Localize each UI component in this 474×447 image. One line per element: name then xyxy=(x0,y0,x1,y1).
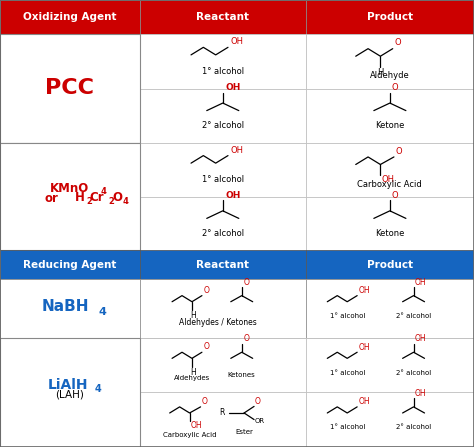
FancyBboxPatch shape xyxy=(0,143,140,197)
FancyBboxPatch shape xyxy=(140,0,306,34)
FancyBboxPatch shape xyxy=(140,89,306,143)
Text: Carboxylic Acid: Carboxylic Acid xyxy=(163,432,216,438)
FancyBboxPatch shape xyxy=(140,197,306,250)
Text: Ester: Ester xyxy=(235,429,253,434)
Text: 4: 4 xyxy=(123,197,129,207)
FancyBboxPatch shape xyxy=(306,143,474,197)
FancyBboxPatch shape xyxy=(140,250,306,279)
FancyBboxPatch shape xyxy=(0,34,140,89)
Text: O: O xyxy=(203,342,209,351)
FancyBboxPatch shape xyxy=(0,338,140,392)
FancyBboxPatch shape xyxy=(306,250,474,279)
Text: 2: 2 xyxy=(109,197,115,207)
Text: KMnO: KMnO xyxy=(50,182,90,195)
Text: OH: OH xyxy=(415,278,427,287)
Text: OH: OH xyxy=(191,422,203,430)
Text: 2° alcohol: 2° alcohol xyxy=(396,424,431,430)
FancyBboxPatch shape xyxy=(306,279,474,338)
Text: Aldehyde: Aldehyde xyxy=(370,72,410,80)
FancyBboxPatch shape xyxy=(306,0,474,34)
Text: 2° alcohol: 2° alcohol xyxy=(202,229,244,238)
FancyBboxPatch shape xyxy=(0,143,140,250)
Text: O: O xyxy=(243,278,249,287)
Text: PCC: PCC xyxy=(46,78,94,98)
FancyBboxPatch shape xyxy=(0,279,140,338)
Text: Reducing Agent: Reducing Agent xyxy=(23,260,117,270)
Text: OH: OH xyxy=(230,38,243,46)
Text: OH: OH xyxy=(358,397,370,406)
Text: Carboxylic Acid: Carboxylic Acid xyxy=(357,180,422,189)
FancyBboxPatch shape xyxy=(306,338,474,392)
Text: OH: OH xyxy=(358,286,370,295)
Text: Ketone: Ketone xyxy=(375,229,404,238)
FancyBboxPatch shape xyxy=(0,338,140,447)
Text: Ketone: Ketone xyxy=(375,121,404,131)
Text: Product: Product xyxy=(367,260,413,270)
Text: O: O xyxy=(202,397,208,406)
Text: O: O xyxy=(203,286,209,295)
Text: O: O xyxy=(391,83,398,92)
Text: Cr: Cr xyxy=(90,191,104,204)
FancyBboxPatch shape xyxy=(306,34,474,89)
Text: Aldehydes: Aldehydes xyxy=(174,375,210,381)
Text: Product: Product xyxy=(367,12,413,22)
Text: H: H xyxy=(191,368,196,377)
FancyBboxPatch shape xyxy=(140,143,306,197)
Text: LiAlH: LiAlH xyxy=(47,378,88,392)
FancyBboxPatch shape xyxy=(140,34,306,89)
Text: H: H xyxy=(377,68,383,77)
FancyBboxPatch shape xyxy=(306,197,474,250)
FancyBboxPatch shape xyxy=(140,338,306,392)
Text: 2: 2 xyxy=(86,197,92,207)
Text: OH: OH xyxy=(225,83,240,92)
Text: 2° alcohol: 2° alcohol xyxy=(202,121,244,131)
Text: OH: OH xyxy=(382,175,395,185)
FancyBboxPatch shape xyxy=(0,197,140,250)
FancyBboxPatch shape xyxy=(140,279,306,338)
Text: 4: 4 xyxy=(98,307,106,316)
Text: 4: 4 xyxy=(100,187,107,197)
FancyBboxPatch shape xyxy=(0,0,140,34)
Text: Oxidizing Agent: Oxidizing Agent xyxy=(23,12,117,22)
Text: OR: OR xyxy=(255,417,265,424)
FancyBboxPatch shape xyxy=(306,392,474,447)
FancyBboxPatch shape xyxy=(306,89,474,143)
Text: OH: OH xyxy=(358,343,370,352)
Text: H: H xyxy=(75,191,84,204)
Text: O: O xyxy=(395,147,402,156)
Text: 2° alcohol: 2° alcohol xyxy=(396,313,431,319)
Text: Aldehydes / Ketones: Aldehydes / Ketones xyxy=(179,318,257,327)
Text: OH: OH xyxy=(415,389,427,398)
Text: O: O xyxy=(255,396,261,405)
Text: 1° alcohol: 1° alcohol xyxy=(202,175,244,184)
Text: 1° alcohol: 1° alcohol xyxy=(329,313,365,319)
Text: OH: OH xyxy=(415,334,427,343)
Text: 2° alcohol: 2° alcohol xyxy=(396,370,431,375)
Text: Ketones: Ketones xyxy=(228,372,255,378)
Text: OH: OH xyxy=(230,146,243,155)
Text: Reactant: Reactant xyxy=(196,260,249,270)
Text: OH: OH xyxy=(225,191,240,200)
Text: O: O xyxy=(243,334,249,343)
Text: (LAH): (LAH) xyxy=(55,390,84,400)
Text: 1° alcohol: 1° alcohol xyxy=(329,370,365,375)
FancyBboxPatch shape xyxy=(0,392,140,447)
Text: 1° alcohol: 1° alcohol xyxy=(202,67,244,76)
Text: O: O xyxy=(391,191,398,200)
Text: or: or xyxy=(44,192,58,205)
Text: 4: 4 xyxy=(95,384,102,394)
Text: NaBH: NaBH xyxy=(41,299,89,314)
Text: O: O xyxy=(394,38,401,47)
FancyBboxPatch shape xyxy=(140,392,306,447)
Text: R: R xyxy=(219,409,225,417)
Text: H: H xyxy=(191,311,196,320)
FancyBboxPatch shape xyxy=(0,34,140,143)
Text: O: O xyxy=(112,191,123,204)
Text: 1° alcohol: 1° alcohol xyxy=(329,424,365,430)
FancyBboxPatch shape xyxy=(0,89,140,143)
FancyBboxPatch shape xyxy=(0,250,140,279)
Text: Reactant: Reactant xyxy=(196,12,249,22)
